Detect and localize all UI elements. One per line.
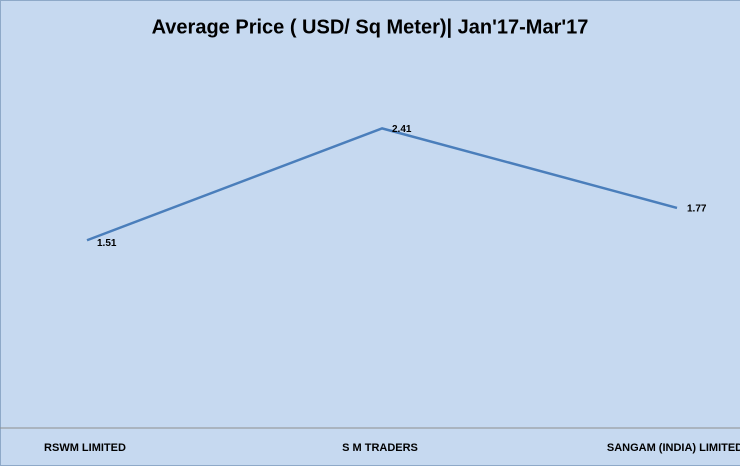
x-tick-label: SANGAM (INDIA) LIMITED xyxy=(607,442,740,454)
line-series xyxy=(86,127,678,242)
x-tick-label: S M TRADERS xyxy=(342,442,418,454)
data-label: 2.41 xyxy=(392,124,412,135)
x-tick-label: RSWM LIMITED xyxy=(44,442,126,454)
data-label: 1.51 xyxy=(97,238,117,249)
chart-title: Average Price ( USD/ Sq Meter)| Jan'17-M… xyxy=(152,16,589,38)
data-label: 1.77 xyxy=(687,204,707,215)
